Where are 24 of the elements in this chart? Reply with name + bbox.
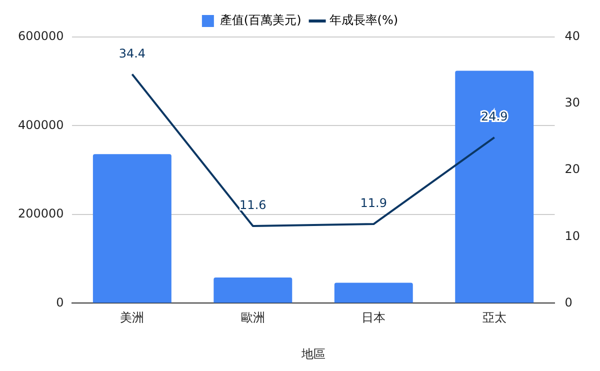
y-tick-label: 0 [56,295,64,310]
bar [92,154,172,303]
x-tick-label: 歐洲 [240,310,265,325]
x-tick-label: 美洲 [120,310,144,325]
y2-tick-label: 10 [564,228,580,243]
x-tick-label: 亞太 [482,310,506,325]
y2-tick-label: 0 [564,295,572,310]
bar [214,277,292,303]
y-tick-label: 600000 [18,29,64,44]
y-tick-label: 200000 [18,206,64,221]
legend-label: 產值(百萬美元) [220,13,302,28]
y-tick-label: 400000 [18,118,64,132]
data-label: 11.9 [360,196,387,210]
y2-tick-label: 40 [564,29,580,44]
data-label: 34.4 [118,46,146,60]
y2-tick-label: 20 [564,162,580,176]
bar [334,282,413,303]
data-label: 24.9 [481,110,508,124]
bar [455,70,534,303]
x-tick-label: 日本 [362,310,386,325]
data-label: 11.6 [240,198,266,212]
x-axis-title: 地區 [300,346,326,361]
y2-tick-label: 30 [564,96,580,110]
legend-label: 年成長率(%) [329,13,398,28]
